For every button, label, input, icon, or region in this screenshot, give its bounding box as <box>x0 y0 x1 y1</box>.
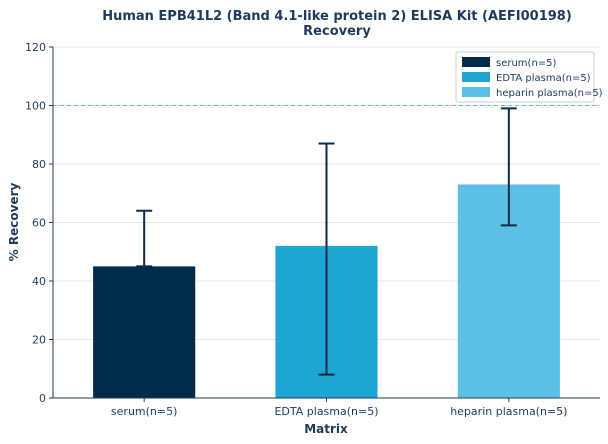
legend-items: serum(n=5) EDTA plasma(n=5) heparin plasma… <box>462 57 603 99</box>
x-tick-label: serum(n=5) <box>111 405 177 418</box>
legend-label: EDTA plasma(n=5) <box>496 73 591 84</box>
y-axis-label: % Recovery <box>7 183 21 262</box>
legend-box <box>455 51 595 103</box>
legend: serum(n=5) EDTA plasma(n=5) heparin plasma… <box>455 51 603 103</box>
error-bars <box>136 107 517 376</box>
chart-title: Human EPB41L2 (Band 4.1-like protein 2) … <box>102 9 572 24</box>
y-tick-label: 60 <box>32 217 46 230</box>
legend-label: serum(n=5) <box>496 58 557 69</box>
y-ticks: 0 20 40 60 80 100 120 <box>25 41 53 405</box>
y-tick-label: 100 <box>25 100 46 113</box>
x-tick-label: heparin plasma(n=5) <box>450 405 567 418</box>
y-tick-label: 40 <box>32 275 46 288</box>
x-axis-label: Matrix <box>304 422 348 436</box>
chart-subtitle: Recovery <box>303 24 371 39</box>
y-tick-label: 0 <box>39 392 46 405</box>
legend-label: heparin plasma(n=5) <box>496 88 603 99</box>
x-ticks: serum(n=5) EDTA plasma(n=5) heparin plasma… <box>111 398 567 418</box>
y-tick-label: 120 <box>25 41 46 54</box>
legend-swatch <box>462 72 490 82</box>
x-tick-label: EDTA plasma(n=5) <box>274 405 378 418</box>
y-tick-label: 80 <box>32 158 46 171</box>
y-tick-label: 20 <box>32 334 46 347</box>
bar <box>93 266 196 398</box>
legend-swatch <box>462 87 490 97</box>
legend-swatch <box>462 57 490 67</box>
